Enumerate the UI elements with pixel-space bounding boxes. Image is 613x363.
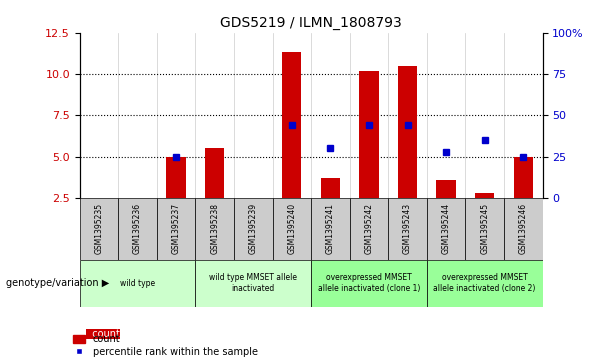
- Bar: [475, 193, 494, 198]
- Text: GSM1395246: GSM1395246: [519, 203, 528, 254]
- FancyBboxPatch shape: [234, 198, 273, 260]
- Text: genotype/variation ▶: genotype/variation ▶: [6, 278, 109, 288]
- Bar: [282, 53, 302, 198]
- FancyBboxPatch shape: [427, 260, 543, 307]
- Bar: [205, 148, 224, 198]
- Legend: count, percentile rank within the sample: count, percentile rank within the sample: [72, 333, 259, 358]
- Bar: [359, 71, 379, 198]
- Text: GSM1395241: GSM1395241: [326, 203, 335, 254]
- Text: wild type MMSET allele
inactivated: wild type MMSET allele inactivated: [209, 273, 297, 293]
- FancyBboxPatch shape: [427, 198, 465, 260]
- Text: wild type: wild type: [120, 279, 155, 287]
- FancyBboxPatch shape: [311, 198, 349, 260]
- FancyBboxPatch shape: [273, 198, 311, 260]
- Bar: [398, 66, 417, 198]
- FancyBboxPatch shape: [465, 198, 504, 260]
- Text: GSM1395236: GSM1395236: [133, 203, 142, 254]
- Text: GSM1395238: GSM1395238: [210, 203, 219, 254]
- Bar: [321, 178, 340, 198]
- Text: overexpressed MMSET
allele inactivated (clone 2): overexpressed MMSET allele inactivated (…: [433, 273, 536, 293]
- Text: GSM1395235: GSM1395235: [94, 203, 104, 254]
- FancyBboxPatch shape: [349, 198, 388, 260]
- Bar: [436, 180, 455, 198]
- Title: GDS5219 / ILMN_1808793: GDS5219 / ILMN_1808793: [220, 16, 402, 30]
- FancyBboxPatch shape: [388, 198, 427, 260]
- Text: GSM1395240: GSM1395240: [287, 203, 296, 254]
- FancyBboxPatch shape: [157, 198, 196, 260]
- Bar: [514, 156, 533, 198]
- FancyBboxPatch shape: [80, 198, 118, 260]
- FancyBboxPatch shape: [80, 260, 196, 307]
- Text: GSM1395239: GSM1395239: [249, 203, 257, 254]
- Text: GSM1395245: GSM1395245: [480, 203, 489, 254]
- Text: GSM1395244: GSM1395244: [441, 203, 451, 254]
- FancyBboxPatch shape: [118, 198, 157, 260]
- Text: count: count: [86, 329, 120, 339]
- FancyBboxPatch shape: [196, 198, 234, 260]
- FancyBboxPatch shape: [311, 260, 427, 307]
- Text: GSM1395243: GSM1395243: [403, 203, 412, 254]
- Text: GSM1395242: GSM1395242: [365, 203, 373, 254]
- FancyBboxPatch shape: [196, 260, 311, 307]
- Text: GSM1395237: GSM1395237: [172, 203, 181, 254]
- Bar: [167, 156, 186, 198]
- FancyBboxPatch shape: [504, 198, 543, 260]
- Text: overexpressed MMSET
allele inactivated (clone 1): overexpressed MMSET allele inactivated (…: [318, 273, 420, 293]
